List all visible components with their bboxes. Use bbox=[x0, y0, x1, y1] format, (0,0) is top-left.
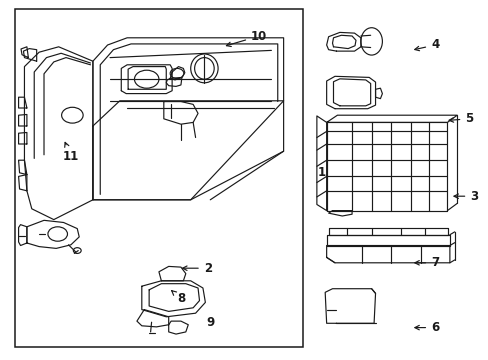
Text: 11: 11 bbox=[62, 143, 79, 163]
Text: 1: 1 bbox=[317, 166, 325, 179]
Text: 6: 6 bbox=[414, 321, 438, 334]
Text: 3: 3 bbox=[453, 190, 477, 203]
Text: 8: 8 bbox=[171, 291, 184, 305]
Text: 4: 4 bbox=[414, 39, 438, 51]
Text: 5: 5 bbox=[448, 112, 472, 125]
Text: 7: 7 bbox=[414, 256, 438, 269]
Text: 10: 10 bbox=[226, 30, 267, 46]
Bar bbox=[15, 9, 303, 347]
Text: 2: 2 bbox=[182, 262, 211, 275]
Text: 9: 9 bbox=[206, 316, 214, 329]
